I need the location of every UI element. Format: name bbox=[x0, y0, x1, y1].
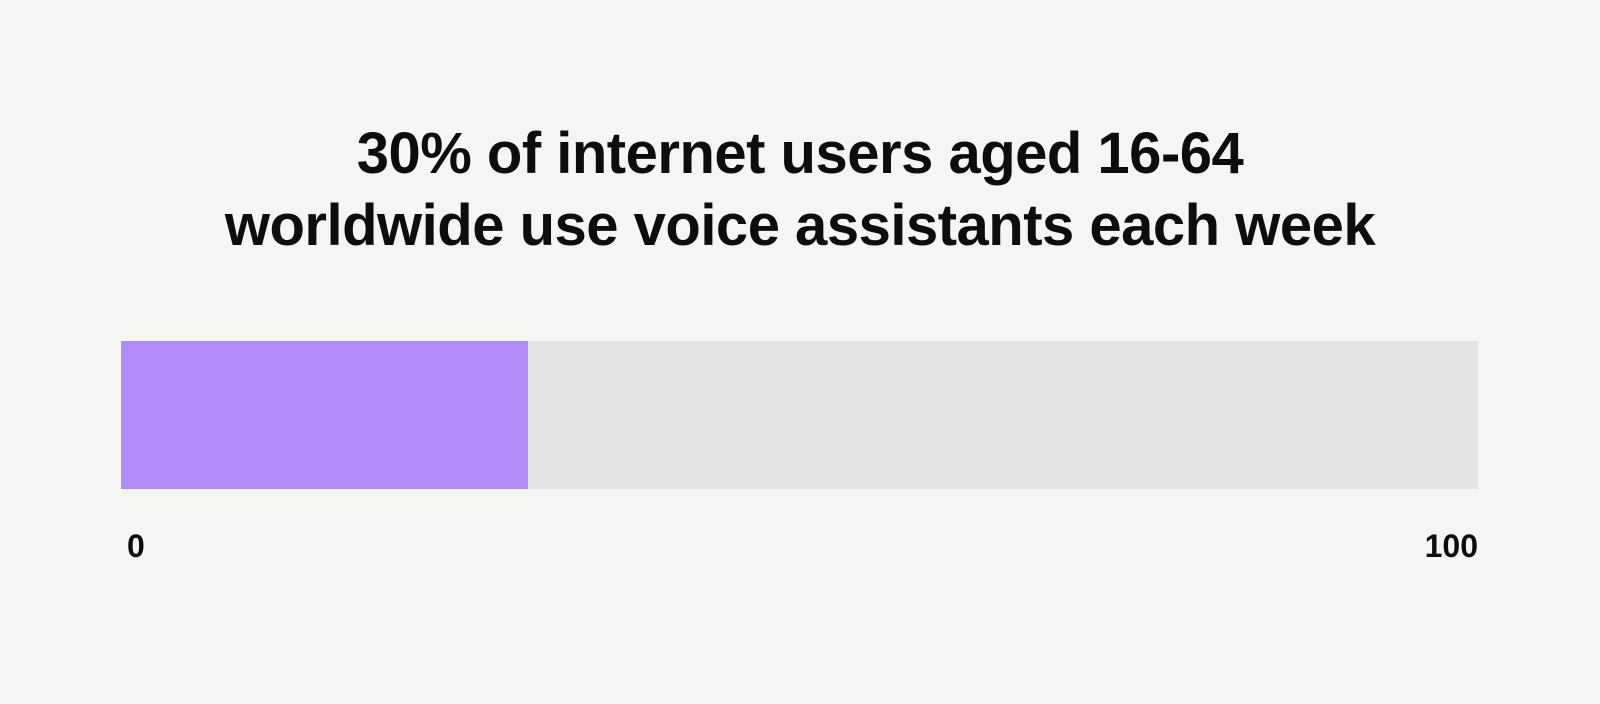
axis-labels: 0 100 bbox=[121, 529, 1478, 563]
axis-label-max: 100 bbox=[1424, 528, 1478, 564]
chart-title-line-1: 30% of internet users aged 16-64 bbox=[356, 121, 1244, 186]
axis-label-min: 0 bbox=[127, 528, 145, 564]
progress-bar-fill bbox=[121, 341, 529, 489]
chart-title-line-2: worldwide use voice assistants each week bbox=[224, 193, 1376, 258]
chart-title: 30% of internet users aged 16-64 worldwi… bbox=[0, 118, 1600, 262]
progress-bar-track bbox=[121, 341, 1478, 489]
